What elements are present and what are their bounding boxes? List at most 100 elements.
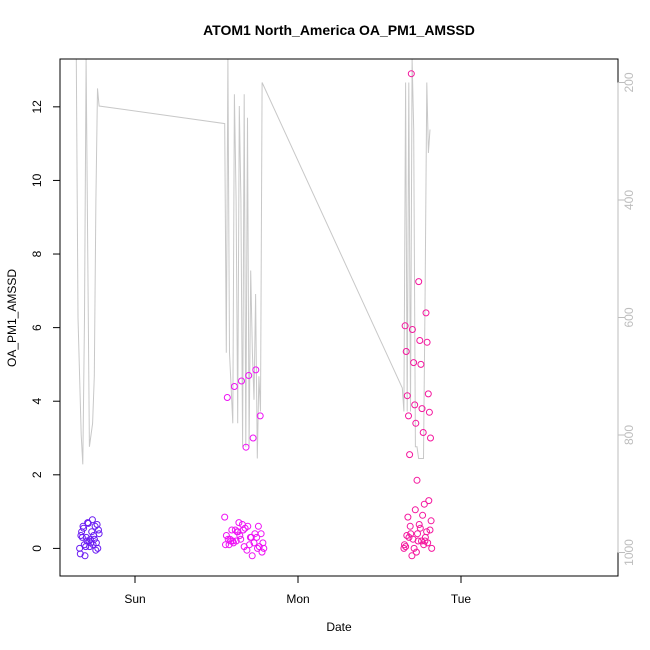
data-point [257,530,265,538]
data-point [422,309,430,317]
data-point [238,521,246,528]
data-point [89,541,97,549]
data-point [410,359,418,367]
data-point [419,511,427,519]
data-point [88,528,96,536]
data-point [403,392,411,400]
data-point [230,383,238,390]
data-point [406,451,414,459]
data-point [228,526,236,534]
data-point [253,533,261,541]
y-tick-label: 10 [30,173,44,187]
data-point [252,366,260,374]
data-point [401,322,409,330]
chart-title: ATOM1 North_America OA_PM1_AMSSD [203,22,475,38]
data-point [92,546,100,554]
data-point [414,530,421,538]
data-point [80,524,88,532]
data-point [415,278,423,286]
data-point [421,533,429,541]
data-point [91,522,99,530]
data-point [428,544,436,552]
data-point [400,544,408,552]
data-point [419,429,427,436]
data-point [425,497,433,505]
data-point [237,535,245,543]
data-point [414,537,422,545]
secondary-y-axis: 200 400 600 800 1000 [617,72,636,566]
secondary-line-series [75,58,431,465]
data-point [77,532,85,539]
data-point [93,521,101,528]
data-point [418,537,425,545]
data-point [410,544,418,552]
data-point [411,506,419,514]
y-tick-label: 2 [30,471,44,478]
data-point [86,535,94,543]
data-point [408,326,416,333]
data-point [231,526,239,534]
data-point [404,513,412,521]
data-point [248,552,256,560]
data-point [223,394,231,401]
y-tick-label: 4 [30,398,44,405]
data-point [76,550,84,558]
data-point [427,434,434,442]
x-tick-label: Sun [124,592,145,606]
data-point [245,372,253,379]
data-point [238,377,245,385]
data-point [416,524,424,532]
data-point [254,522,262,530]
data-point [402,348,410,355]
data-point [406,522,414,530]
y2-tick-label: 400 [622,190,636,210]
data-point [95,530,103,538]
y2-tick-label: 800 [622,425,636,445]
y2-tick-label: 200 [622,72,636,92]
x-axis: Sun Mon Tue [124,575,472,606]
data-point [81,552,89,560]
data-point [416,337,424,344]
data-point [251,530,259,538]
data-point [425,408,433,416]
y-axis-label: OA_PM1_AMSSD [5,269,19,367]
data-point [258,548,266,556]
data-point [78,533,86,541]
data-point [240,543,248,551]
data-point [82,543,90,551]
data-point [412,548,420,556]
data-point [405,412,412,420]
data-point [259,539,267,547]
data-point [412,419,420,427]
data-point [92,539,100,547]
data-point [256,412,264,420]
data-point [407,70,415,78]
data-point [418,405,426,413]
y-axis: 0 2 4 6 8 10 12 [30,100,61,552]
data-point [420,541,428,549]
x-tick-label: Tue [451,592,472,606]
data-point [249,434,257,442]
y2-tick-label: 1000 [622,539,636,566]
y-tick-label: 0 [30,545,44,552]
data-point [420,500,428,508]
data-point [426,526,434,534]
data-point [222,541,229,549]
data-point [84,519,92,527]
data-point [247,533,255,541]
data-point [415,521,423,528]
data-point [408,552,416,560]
x-tick-label: Mon [286,592,309,606]
data-point [222,532,230,539]
data-point [401,541,408,549]
x-axis-label: Date [326,620,352,634]
data-point [424,390,432,398]
data-point [423,338,431,346]
y2-tick-label: 600 [622,307,636,327]
data-point [403,532,411,539]
data-point [88,516,96,524]
y-tick-label: 6 [30,324,44,331]
data-point [242,443,250,451]
data-point [255,543,263,551]
